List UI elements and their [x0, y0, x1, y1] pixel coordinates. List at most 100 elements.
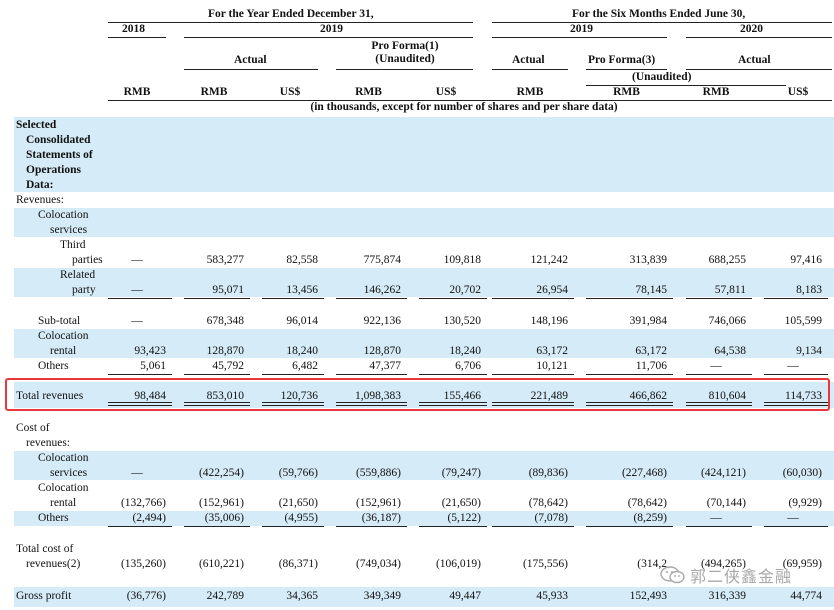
cell-others-col-7: 11,706 — [635, 360, 667, 372]
cell-cost-others-col-9: — — [787, 512, 799, 524]
cell-related-party-col-2: 95,071 — [212, 284, 244, 296]
cell-coloc-rental-col-8: 64,538 — [714, 345, 746, 357]
cell-total-revenues-col-4: 1,098,383 — [355, 390, 401, 402]
cell-gross-profit-col-1: (36,776) — [126, 590, 166, 602]
underline-related-party-1-col-6 — [492, 298, 574, 299]
underline-total-revenues-2-col-7 — [586, 405, 673, 406]
total-revenues-highlight — [5, 378, 830, 411]
cell-sub-total-col-5: 130,520 — [443, 315, 481, 327]
label-sub-total: Sub-total — [38, 315, 81, 327]
section-title-line-1: Selected — [16, 119, 57, 131]
cell-sub-total-col-7: 391,984 — [629, 315, 667, 327]
label-total-cost-2: revenues(2) — [26, 558, 81, 570]
rule-year — [108, 22, 473, 23]
label-others: Others — [38, 360, 69, 372]
header-note: (in thousands, except for number of shar… — [310, 101, 618, 113]
rule-2018 — [108, 37, 166, 38]
cell-others-col-8: — — [710, 360, 722, 372]
cell-cost-coloc-services-col-3: (59,766) — [278, 467, 318, 479]
underline-total-revenues-2-col-5 — [419, 405, 487, 406]
underline-total-revenues-2-col-3 — [262, 405, 324, 406]
label-revenues: Revenues: — [16, 194, 64, 206]
cell-total-revenues-col-2: 853,010 — [206, 390, 244, 402]
label-total-cost-1: Total cost of — [16, 543, 74, 555]
cell-sub-total-col-1: — — [131, 315, 143, 327]
cell-cost-coloc-rental-col-1: (132,766) — [120, 497, 166, 509]
cell-cost-coloc-rental-col-6: (78,642) — [528, 497, 568, 509]
cell-cost-coloc-rental-col-2: (152,961) — [198, 497, 244, 509]
cell-related-party-col-8: 57,811 — [714, 284, 746, 296]
cell-cost-coloc-rental-col-8: (70,144) — [706, 497, 746, 509]
cell-sub-total-col-6: 148,196 — [530, 315, 568, 327]
rule-six-months — [492, 22, 832, 23]
band-cost-coloc-services — [14, 451, 834, 480]
header-actual-b: Actual — [512, 54, 545, 66]
watermark: 郭二侠鑫金融 — [660, 560, 830, 590]
cell-gross-profit-col-7: 152,493 — [629, 590, 667, 602]
currency-col-4: RMB — [355, 86, 382, 98]
cell-cost-coloc-rental-col-9: (9,929) — [788, 497, 822, 509]
underline-total-revenues-2-col-2 — [184, 405, 250, 406]
cell-sub-total-col-3: 96,014 — [286, 315, 318, 327]
section-title-line-5: Data: — [26, 179, 54, 191]
underline-cost-others-1-col-5 — [419, 526, 487, 527]
underline-related-party-1-col-5 — [419, 298, 487, 299]
cell-cost-coloc-services-col-5: (79,247) — [441, 467, 481, 479]
currency-col-3: US$ — [279, 86, 301, 98]
cell-sub-total-col-8: 746,066 — [708, 315, 746, 327]
cell-cost-coloc-services-col-8: (424,121) — [700, 467, 746, 479]
currency-col-2: RMB — [200, 86, 228, 98]
rule-2019-six — [492, 37, 667, 38]
currency-col-9: US$ — [787, 86, 809, 98]
section-title-line-2: Consolidated — [26, 134, 91, 146]
label-third-parties-2: parties — [72, 254, 103, 266]
underline-cost-others-1-col-9 — [764, 526, 828, 527]
cell-third-parties-col-7: 313,839 — [629, 254, 667, 266]
underline-total-revenues-2-col-4 — [336, 405, 407, 406]
underline-total-revenues-1-col-1 — [108, 402, 172, 403]
cell-related-party-col-4: 146,262 — [363, 284, 401, 296]
cell-coloc-rental-col-2: 128,870 — [206, 345, 244, 357]
cell-total-cost-col-3: (86,371) — [278, 558, 318, 570]
cell-total-cost-col-6: (175,556) — [522, 558, 568, 570]
underline-others-1-col-8 — [686, 374, 752, 375]
currency-col-8: RMB — [702, 86, 730, 98]
rule-currency — [108, 100, 832, 101]
underline-cost-others-1-col-8 — [686, 526, 752, 527]
band-cost-others — [14, 511, 834, 526]
cell-total-cost-col-1: (135,260) — [120, 558, 166, 570]
underline-related-party-1-col-8 — [686, 298, 752, 299]
cell-third-parties-col-9: 97,416 — [790, 254, 822, 266]
cell-total-revenues-col-7: 466,862 — [629, 390, 667, 402]
underline-related-party-1-col-4 — [336, 298, 407, 299]
cell-total-cost-col-4: (749,034) — [355, 558, 401, 570]
underline-total-revenues-1-col-8 — [686, 402, 752, 403]
band-coloc-services — [14, 208, 834, 237]
underline-cost-others-1-col-1 — [108, 526, 172, 527]
rule-pro-forma-1 — [336, 69, 473, 70]
cell-total-cost-col-8: (494,265) — [700, 558, 746, 570]
rule-pro-forma-3 — [586, 69, 667, 70]
cell-cost-coloc-services-col-6: (89,836) — [528, 467, 568, 479]
cell-gross-profit-col-8: 316,339 — [708, 590, 746, 602]
header-for-year: For the Year Ended December 31, — [208, 8, 374, 20]
cell-cost-others-col-1: (2,494) — [132, 512, 166, 524]
cell-others-col-1: 5,061 — [140, 360, 166, 372]
underline-total-revenues-1-col-2 — [184, 402, 250, 403]
underline-cost-others-1-col-2 — [184, 526, 250, 527]
header-2018: 2018 — [122, 23, 145, 35]
section-title-line-3: Statements of — [26, 149, 93, 161]
wechat-icon — [660, 566, 685, 584]
header-unaudited-1: (Unaudited) — [375, 53, 435, 65]
cell-gross-profit-col-9: 44,774 — [790, 590, 822, 602]
label-gross-profit: Gross profit — [16, 590, 72, 602]
cell-total-revenues-col-1: 98,484 — [134, 390, 166, 402]
cell-coloc-rental-col-6: 63,172 — [536, 345, 568, 357]
cell-coloc-rental-col-1: 93,423 — [134, 345, 166, 357]
underline-others-1-col-4 — [336, 374, 407, 375]
header-unaudited-3: (Unaudited) — [632, 71, 692, 83]
label-cost-others: Others — [38, 512, 69, 524]
cell-gross-profit-col-3: 34,365 — [286, 590, 318, 602]
cell-third-parties-col-3: 82,558 — [286, 254, 318, 266]
rule-unaudited-3 — [586, 85, 786, 86]
